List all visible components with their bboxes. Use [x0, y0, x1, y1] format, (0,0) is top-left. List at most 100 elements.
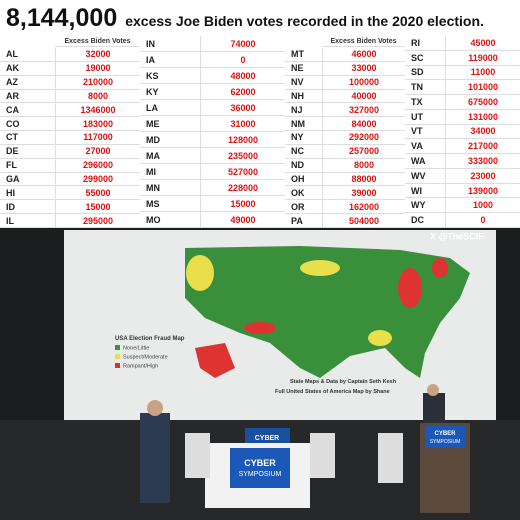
- state-cell: OR: [285, 200, 322, 215]
- votes-cell: 299000: [55, 172, 140, 187]
- state-cell: KS: [140, 68, 200, 84]
- table-group: Excess Biden Votes MT 46000 NE 33000 NV 100000…: [285, 36, 405, 228]
- votes-cell: 40000: [322, 89, 405, 104]
- state-cell: MD: [140, 132, 200, 148]
- chair: [310, 433, 335, 478]
- state-cell: OH: [285, 173, 322, 187]
- chair: [185, 433, 210, 478]
- state-cell: CT: [0, 131, 55, 145]
- votes-cell: 327000: [322, 103, 405, 118]
- headline-text: excess Joe Biden votes recorded in the 2…: [125, 13, 484, 29]
- state-cell: CO: [0, 117, 55, 132]
- votes-cell: 15000: [200, 196, 285, 212]
- chair: [378, 433, 403, 483]
- legend-label: None/Little: [123, 346, 149, 352]
- votes-cell: 292000: [322, 131, 405, 145]
- state-cell: NY: [285, 131, 322, 145]
- votes-cell: 228000: [200, 180, 285, 196]
- votes-cell: 33000: [322, 61, 405, 76]
- votes-cell: 183000: [55, 117, 140, 132]
- state-cell: ID: [0, 200, 55, 215]
- state-cell: AR: [0, 90, 55, 104]
- state-cell: CA: [0, 103, 55, 118]
- votes-cell: 15000: [55, 200, 140, 215]
- state-cell: WV: [405, 169, 445, 184]
- headline: 8,144,000 excess Joe Biden votes recorde…: [6, 4, 484, 34]
- votes-cell: 210000: [55, 75, 140, 90]
- votes-cell: 62000: [200, 84, 285, 100]
- votes-cell: 295000: [55, 214, 140, 228]
- map-region: [300, 260, 340, 276]
- table-group: Excess Biden Votes AL 32000 AK 19000 AZ 210000…: [0, 36, 140, 228]
- state-cell: DC: [405, 213, 445, 228]
- state-cell: MT: [285, 48, 322, 62]
- votes-cell: 1346000: [55, 103, 140, 118]
- votes-cell: 504000: [322, 214, 405, 228]
- votes-cell: 34000: [445, 124, 520, 140]
- votes-cell: 49000: [200, 212, 285, 228]
- votes-cell: 32000: [55, 48, 140, 62]
- column-header: Excess Biden Votes: [322, 36, 405, 47]
- map-region: [186, 255, 214, 291]
- state-cell: NM: [285, 117, 322, 132]
- map-legend: USA Election Fraud Map None/Little Suspect…: [115, 336, 185, 370]
- person-head: [427, 384, 439, 396]
- votes-cell: 0: [200, 52, 285, 68]
- map-region: [398, 268, 422, 308]
- votes-cell: 296000: [55, 158, 140, 173]
- state-cell: ND: [285, 159, 322, 173]
- state-cell: NC: [285, 145, 322, 159]
- table-sign-text: CYBER: [244, 458, 276, 468]
- votes-cell: 119000: [445, 50, 520, 66]
- votes-cell: 46000: [322, 48, 405, 62]
- table-group: IN 74000 IA 0 KS 48000 KY 62000 LA 36000 ME 31000 MD…: [140, 36, 285, 228]
- votes-cell: 128000: [200, 132, 285, 148]
- votes-cell: 27000: [55, 144, 140, 159]
- votes-cell: 0: [445, 213, 520, 228]
- votes-cell: 84000: [322, 117, 405, 132]
- state-cell: IL: [0, 214, 55, 228]
- state-cell: MO: [140, 212, 200, 228]
- event-photo: USA Election Fraud Map None/Little Suspect…: [0, 228, 520, 520]
- state-cell: WI: [405, 184, 445, 199]
- state-cell: VA: [405, 139, 445, 155]
- podium-sign: [425, 426, 465, 448]
- state-cell: KY: [140, 84, 200, 100]
- votes-cell: 74000: [200, 36, 285, 52]
- state-cell: MN: [140, 180, 200, 196]
- votes-cell: 8000: [322, 158, 405, 173]
- map-credit: State Maps & Data by Captain Seth Kesh: [290, 379, 397, 385]
- state-cell: IA: [140, 52, 200, 68]
- map-alaska: [195, 343, 235, 378]
- person: [140, 413, 170, 503]
- state-cell: ME: [140, 116, 200, 132]
- state-cell: TN: [405, 80, 445, 96]
- map-region: [432, 258, 448, 278]
- state-cell: SC: [405, 51, 445, 66]
- state-cell: WY: [405, 198, 445, 214]
- state-cell: LA: [140, 100, 200, 116]
- state-cell: GA: [0, 173, 55, 187]
- votes-cell: 55000: [55, 186, 140, 201]
- votes-cell: 31000: [200, 116, 285, 132]
- votes-cell: 45000: [445, 36, 520, 51]
- podium-sign-text: SYMPOSIUM: [430, 439, 461, 445]
- state-cell: NH: [285, 90, 322, 104]
- person-head: [147, 400, 163, 416]
- votes-cell: 100000: [322, 75, 405, 90]
- table-sign-text: SYMPOSIUM: [239, 471, 282, 478]
- state-cell: AK: [0, 62, 55, 76]
- votes-cell: 19000: [55, 61, 140, 76]
- state-cell: MI: [140, 164, 200, 180]
- legend-title: USA Election Fraud Map: [115, 336, 185, 342]
- state-cell: AZ: [0, 76, 55, 90]
- votes-cell: 8000: [55, 89, 140, 104]
- votes-cell: 527000: [200, 164, 285, 180]
- legend-swatch: [115, 345, 120, 350]
- backdrop-sign-text: CYBER: [255, 435, 280, 442]
- votes-cell: 162000: [322, 200, 405, 215]
- state-cell: NV: [285, 76, 322, 90]
- state-cell: DE: [0, 145, 55, 159]
- map-region: [244, 322, 276, 334]
